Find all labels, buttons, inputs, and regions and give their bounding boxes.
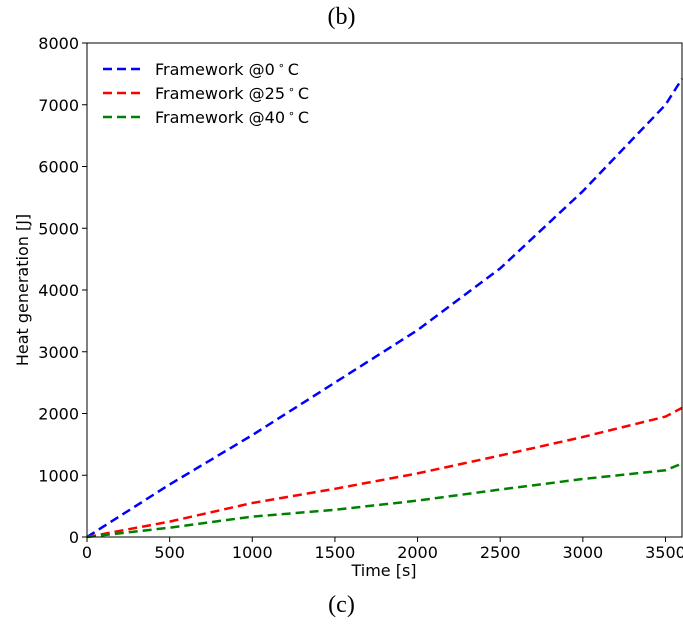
figure-label-b: (b)	[327, 4, 356, 30]
degree-symbol: ∘	[288, 83, 295, 96]
legend-label-1: Framework @25 ∘ C	[155, 83, 309, 103]
y-axis-label: Heat generation [J]	[13, 214, 32, 366]
legend-label-prefix: Framework @40	[155, 108, 285, 127]
series-line-0	[86, 78, 683, 539]
legend-label-prefix: Framework @0	[155, 60, 275, 79]
legend-label-suffix: C	[298, 84, 309, 103]
x-tick-label: 0	[82, 543, 92, 562]
x-tick-label: 1000	[232, 543, 273, 562]
figure-label-c: (c)	[328, 592, 355, 618]
legend-label-0: Framework @0 ∘ C	[155, 59, 299, 79]
legend-label-2: Framework @40 ∘ C	[155, 107, 309, 127]
y-tick-label: 2000	[38, 405, 79, 424]
series-line-2	[86, 462, 683, 539]
degree-symbol: ∘	[278, 59, 285, 72]
series-line-1	[86, 406, 683, 539]
series-layer	[86, 78, 683, 539]
y-tick-label: 3000	[38, 343, 79, 362]
x-tick-label: 2500	[480, 543, 521, 562]
y-tick-label: 8000	[38, 34, 79, 53]
legend-label-suffix: C	[298, 108, 309, 127]
degree-symbol: ∘	[288, 107, 295, 120]
y-tick-label: 7000	[38, 96, 79, 115]
x-tick-label: 3500	[645, 543, 683, 562]
legend-label-suffix: C	[288, 60, 299, 79]
y-tick-label: 0	[69, 528, 79, 547]
x-tick-label: 1500	[315, 543, 356, 562]
x-axis-label: Time [s]	[350, 561, 416, 580]
x-tick-label: 500	[154, 543, 185, 562]
y-tick-label: 5000	[38, 219, 79, 238]
y-axis-ticks: 0 1000 2000 3000 4000 5000 6000 7000 8000	[38, 34, 87, 547]
legend-label-prefix: Framework @25	[155, 84, 285, 103]
x-tick-label: 3000	[562, 543, 603, 562]
y-tick-label: 4000	[38, 281, 79, 300]
x-axis-ticks: 0 500 1000 1500 2000 2500 3000 3500	[82, 537, 683, 562]
y-tick-label: 1000	[38, 466, 79, 485]
x-tick-label: 2000	[397, 543, 438, 562]
y-tick-label: 6000	[38, 158, 79, 177]
